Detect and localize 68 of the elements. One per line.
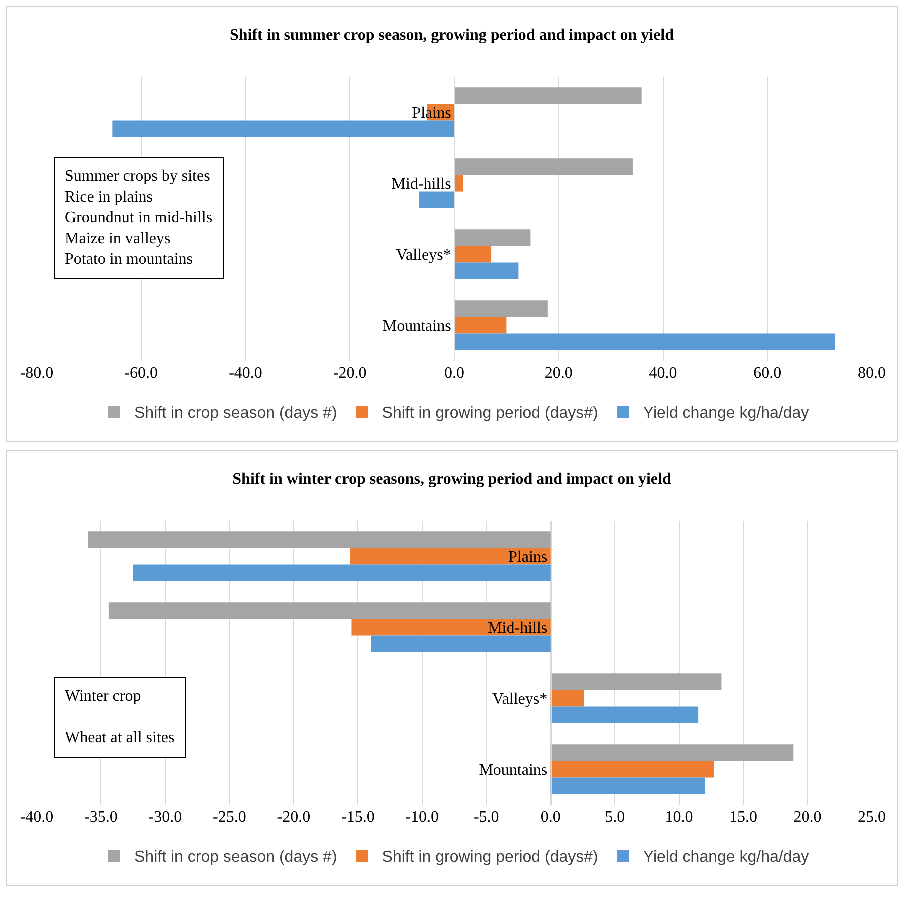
annotation: Potato in mountains (65, 251, 193, 268)
legend-label: Shift in growing period (days#) (382, 849, 598, 866)
bar (550, 706, 699, 724)
bar (550, 778, 705, 794)
annotation: Groundnut in mid-hills (65, 210, 213, 227)
bar (350, 548, 551, 565)
x-tick-label: 80.0 (858, 365, 886, 382)
x-tick-label: -40.0 (20, 809, 54, 826)
y-tick-label: Mid-hills (488, 620, 548, 638)
y-tick-label: Valleys* (492, 691, 548, 708)
bar (352, 619, 551, 636)
x-tick-label: 60.0 (754, 365, 782, 382)
y-tick-label: Plains (508, 549, 548, 566)
x-tick-label: 25.0 (858, 809, 886, 826)
bar (550, 690, 584, 707)
bar (550, 744, 794, 762)
annotation: Wheat at all sites (65, 730, 175, 747)
bar (454, 334, 836, 350)
annotation: Rice in plains (65, 188, 153, 206)
bar (454, 317, 507, 334)
bar (550, 761, 714, 778)
legend-label: Shift in growing period (days#) (382, 405, 598, 422)
x-tick-label: -5.0 (474, 809, 500, 826)
bar (454, 300, 548, 318)
x-tick-label: -60.0 (124, 365, 158, 382)
bar (454, 158, 633, 176)
legend-label: Yield change kg/ha/day (643, 405, 810, 422)
chart-title: Shift in summer crop season, growing period and impact on yield (230, 26, 674, 44)
legend-label: Shift in crop season (days #) (134, 405, 338, 422)
bar (108, 602, 551, 620)
x-tick-label: -35.0 (84, 809, 118, 826)
chart-title: Shift in winter crop seasons, growing period and impact on yield (232, 470, 672, 488)
x-tick-label: 15.0 (730, 809, 758, 826)
annotation: Maize in valleys (65, 230, 171, 248)
x-tick-label: -30.0 (148, 809, 182, 826)
x-tick-label: 20.0 (794, 809, 822, 826)
x-tick-label: -10.0 (406, 809, 440, 826)
bar (454, 262, 519, 280)
bar (454, 175, 464, 192)
annotation: Winter crop (65, 688, 142, 705)
bar (454, 230, 531, 246)
y-tick-label: Mountains (382, 318, 452, 336)
bar (454, 88, 642, 104)
legend-label: Shift in crop season (days #) (134, 849, 338, 866)
x-tick-label: 5.0 (605, 809, 626, 826)
x-tick-label: -20.0 (277, 809, 311, 826)
x-tick-label: 20.0 (544, 365, 573, 382)
x-tick-label: -40.0 (229, 365, 262, 382)
bar (371, 636, 551, 652)
bar (88, 532, 551, 548)
bar (550, 674, 722, 690)
annotation: Summer crops by sites (65, 168, 210, 185)
x-tick-label: -25.0 (213, 809, 246, 826)
x-tick-label: 10.0 (665, 809, 694, 826)
y-tick-label: Mountains (479, 762, 548, 780)
y-tick-label: Mid-hills (392, 176, 452, 194)
bar (112, 120, 454, 138)
bar (454, 246, 492, 263)
x-tick-label: 40.0 (649, 365, 678, 382)
y-tick-label: Valleys* (396, 247, 452, 264)
bar (420, 192, 454, 208)
legend-label: Yield change kg/ha/day (643, 849, 810, 866)
x-tick-label: 0.0 (444, 365, 464, 382)
bar (133, 564, 551, 582)
x-tick-label: -15.0 (341, 809, 375, 826)
x-tick-label: 0.0 (540, 809, 561, 826)
x-tick-label: -20.0 (333, 365, 367, 382)
x-tick-label: -80.0 (20, 365, 54, 382)
